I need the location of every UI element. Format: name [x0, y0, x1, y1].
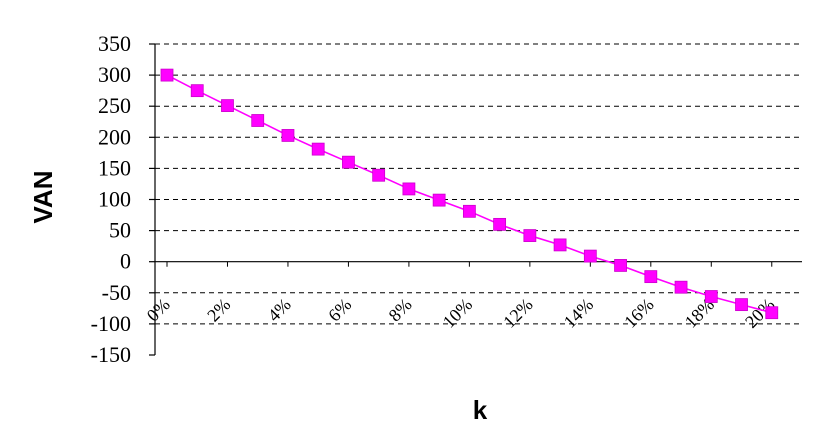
y-tick-label: 100 [98, 187, 131, 212]
series-line [166, 74, 772, 314]
x-tick-label: 16% [620, 294, 657, 331]
y-axis-label: VAN [28, 171, 58, 224]
data-point [372, 168, 386, 182]
y-tick-label: -100 [91, 311, 131, 336]
x-tick-label: 2% [203, 294, 234, 325]
data-point [704, 290, 718, 303]
data-point [432, 193, 446, 207]
data-point [735, 298, 748, 312]
x-tick-label: 14% [560, 294, 597, 331]
data-point [523, 229, 537, 242]
y-tick-label: 300 [98, 62, 131, 87]
x-tick-label: 6% [324, 294, 355, 325]
data-point [614, 259, 627, 272]
y-tick-label: -150 [91, 342, 131, 367]
data-point [493, 217, 507, 231]
y-tick-label: 150 [98, 155, 131, 180]
data-point [765, 306, 779, 320]
x-tick-labels: 0% 2% 4% 6% 8% 10% 12% 14% 16% 18% 20% [143, 294, 779, 331]
data-point [281, 129, 295, 142]
y-tick-labels: 350 300 250 200 150 100 50 0 -50 -100 -150 [91, 31, 131, 367]
data-point [342, 155, 355, 169]
data-point [402, 182, 416, 196]
x-tick-label: 8% [385, 294, 416, 325]
data-point [221, 99, 234, 112]
data-point [190, 84, 204, 98]
data-point [583, 249, 597, 263]
y-tick-label: 0 [120, 249, 131, 274]
x-tick-label: 12% [499, 294, 536, 331]
y-tick-label: 250 [98, 93, 131, 118]
data-point [553, 238, 567, 252]
y-tick-label: 350 [98, 31, 131, 56]
data-point [674, 280, 688, 294]
y-tick-label: 50 [109, 218, 131, 243]
x-tick-label: 0% [143, 294, 174, 325]
y-tick-label: -50 [102, 280, 131, 305]
x-axis-label: k [473, 395, 488, 425]
data-point [160, 68, 174, 82]
y-tick-label: 200 [98, 124, 131, 149]
data-point [251, 114, 265, 127]
grid-lines [155, 43, 802, 325]
axes [149, 43, 802, 356]
x-tick-label: 4% [264, 294, 295, 325]
x-tick-label: 10% [439, 294, 476, 331]
series [160, 68, 779, 320]
data-point [462, 204, 476, 218]
data-point [644, 270, 658, 284]
data-point [311, 142, 325, 156]
